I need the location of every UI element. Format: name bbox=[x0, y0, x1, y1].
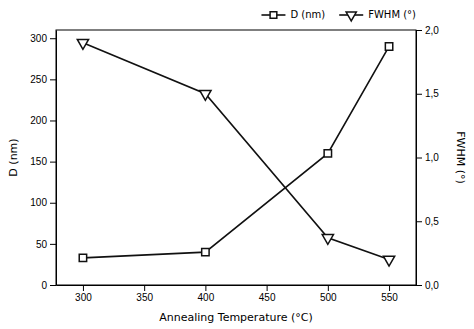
legend-label: FWHM (°) bbox=[368, 9, 416, 20]
tick-label: 400 bbox=[198, 292, 215, 303]
point bbox=[322, 235, 333, 245]
point bbox=[200, 90, 211, 100]
y-axis: 0 50 100 150 200 250 300 bbox=[30, 31, 56, 291]
tick-label: 300 bbox=[75, 292, 92, 303]
tick: 50 bbox=[36, 239, 56, 250]
tick-label: 550 bbox=[381, 292, 398, 303]
tick-mark bbox=[416, 285, 422, 286]
legend: D (nm) FWHM (°) bbox=[261, 9, 416, 21]
tick-label: 200 bbox=[30, 115, 47, 126]
tick-label: 2,0 bbox=[425, 25, 439, 36]
x-axis-title: Annealing Temperature (°C) bbox=[159, 311, 312, 324]
chart: 3003504004505005500501001502002503000,00… bbox=[0, 0, 474, 329]
tick: 200 bbox=[30, 115, 56, 126]
tick-label: 250 bbox=[30, 74, 47, 85]
tick: 150 bbox=[30, 156, 56, 167]
tick-label: 350 bbox=[136, 292, 153, 303]
legend-symbol bbox=[346, 12, 356, 21]
y2-axis-title: FWHM (°) bbox=[454, 131, 467, 184]
tick: 250 bbox=[30, 74, 56, 85]
tick-label: 0 bbox=[41, 280, 47, 291]
tick: 550 bbox=[381, 285, 398, 303]
legend-item: FWHM (°) bbox=[339, 9, 416, 21]
tick-label: 150 bbox=[30, 156, 47, 167]
tick-mark bbox=[416, 30, 422, 31]
tick-mark bbox=[50, 162, 56, 163]
tick-mark bbox=[83, 285, 84, 291]
tick-mark bbox=[50, 203, 56, 204]
tick: 350 bbox=[136, 285, 153, 303]
tick: 300 bbox=[30, 33, 56, 44]
tick-label: 300 bbox=[30, 33, 47, 44]
tick-label: 450 bbox=[259, 292, 276, 303]
point bbox=[324, 150, 331, 157]
tick-mark bbox=[416, 221, 422, 222]
tick-label: 500 bbox=[320, 292, 337, 303]
tick-label: 100 bbox=[30, 197, 47, 208]
tick-mark bbox=[50, 244, 56, 245]
point bbox=[202, 248, 209, 255]
tick-mark bbox=[50, 120, 56, 121]
tick: 100 bbox=[30, 197, 56, 208]
tick-mark bbox=[389, 285, 390, 291]
tick: 2,0 bbox=[416, 25, 439, 36]
tick-mark bbox=[328, 285, 329, 291]
tick-mark bbox=[416, 158, 422, 159]
x-axis: 300 350 400 450 500 550 bbox=[57, 285, 417, 303]
tick-mark bbox=[50, 285, 56, 286]
tick: 400 bbox=[198, 285, 215, 303]
tick-mark bbox=[50, 38, 56, 39]
point bbox=[77, 39, 88, 49]
tick-label: 1,5 bbox=[425, 88, 439, 99]
tick-mark bbox=[416, 94, 422, 95]
plot: 3003504004505005500501001502002503000,00… bbox=[30, 25, 439, 303]
series-line bbox=[83, 43, 389, 260]
tick: 0,5 bbox=[416, 216, 439, 227]
tick-label: 1,0 bbox=[425, 152, 439, 163]
plot-frame bbox=[56, 30, 416, 285]
tick-label: 0,0 bbox=[425, 280, 439, 291]
tick-label: 0,5 bbox=[425, 216, 439, 227]
data-area bbox=[77, 39, 394, 266]
y-axis-title: D (nm) bbox=[7, 138, 20, 176]
point bbox=[79, 254, 86, 261]
tick-mark bbox=[205, 285, 206, 291]
tick: 300 bbox=[75, 285, 92, 303]
legend-label: D (nm) bbox=[290, 9, 325, 20]
tick: 450 bbox=[259, 285, 276, 303]
tick: 500 bbox=[320, 285, 337, 303]
point bbox=[383, 256, 394, 266]
series-line bbox=[83, 46, 389, 257]
tick: 0 bbox=[41, 280, 56, 291]
legend-symbol bbox=[270, 12, 277, 19]
tick: 1,5 bbox=[416, 88, 439, 99]
tick-mark bbox=[267, 285, 268, 291]
legend-item: D (nm) bbox=[261, 9, 325, 20]
tick-mark bbox=[144, 285, 145, 291]
tick-label: 50 bbox=[36, 239, 48, 250]
y2-axis: 0,0 0,5 1,0 1,5 2,0 bbox=[416, 25, 439, 291]
tick-mark bbox=[50, 79, 56, 80]
tick: 0,0 bbox=[416, 280, 439, 291]
point bbox=[385, 43, 392, 50]
tick: 1,0 bbox=[416, 152, 439, 163]
